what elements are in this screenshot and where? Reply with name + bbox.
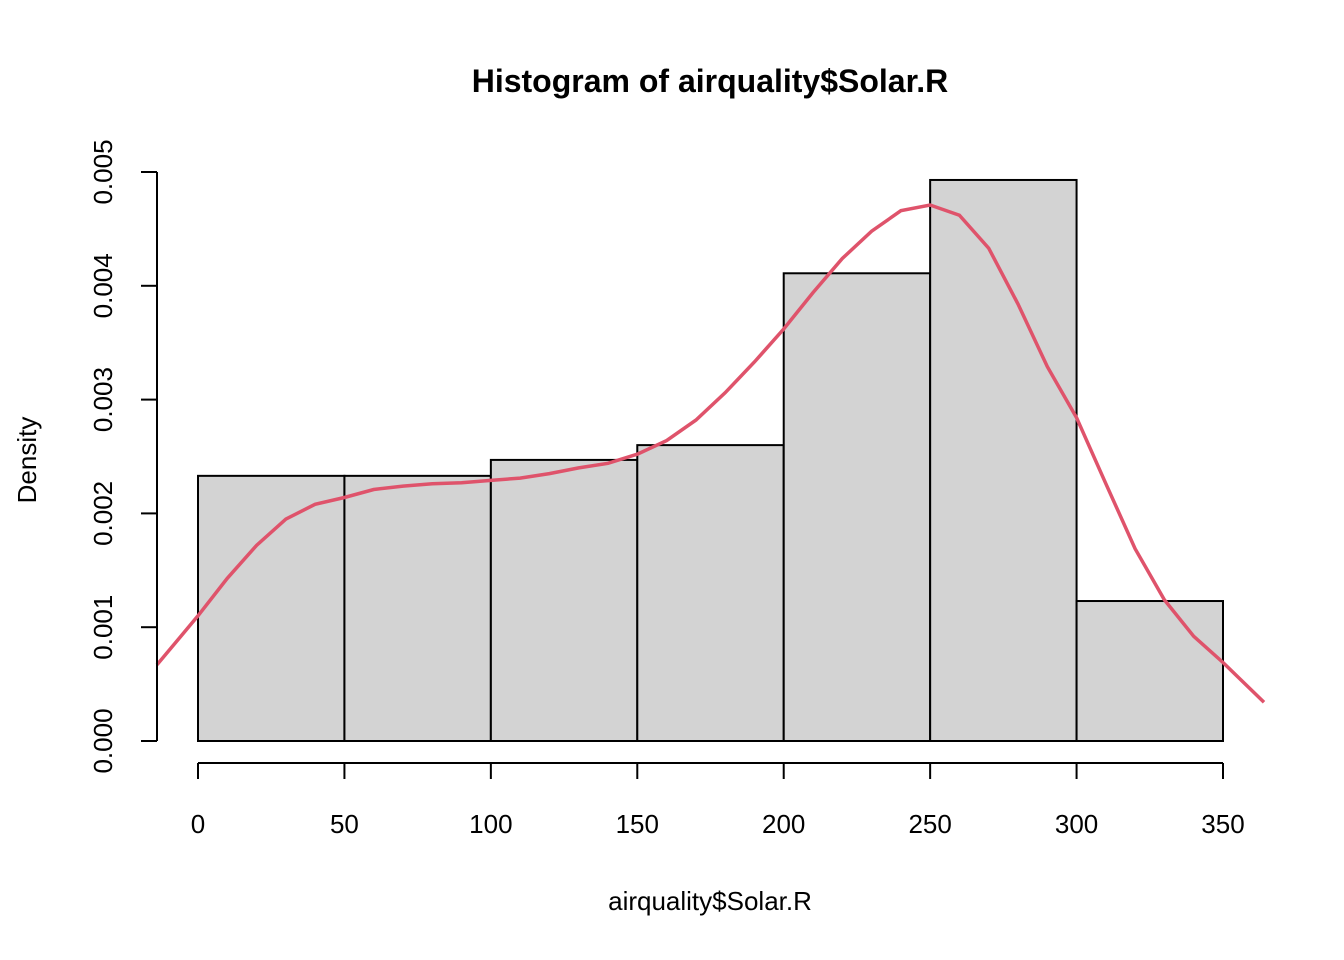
histogram-bar-0: [197, 474, 346, 742]
y-axis-label: Density: [12, 417, 42, 504]
x-tick-label-1: 50: [330, 809, 359, 839]
y-tick-label-4: 0.004: [88, 253, 118, 318]
y-tick-label-3: 0.003: [88, 367, 118, 432]
y-tick-label-0: 0.000: [88, 708, 118, 773]
x-tick-label-7: 350: [1201, 809, 1244, 839]
density-curve-group: [155, 203, 1266, 704]
x-axis: 0 50 100 150 200 250 300 350: [191, 762, 1245, 839]
x-axis-label: airquality$Solar.R: [608, 886, 812, 916]
y-axis: 0.000 0.001 0.002 0.003 0.004 0.005: [88, 139, 158, 774]
histogram-bar-6: [1075, 600, 1224, 742]
bars-group: [197, 178, 1224, 742]
histogram-bar-2: [489, 458, 639, 742]
x-tick-label-6: 300: [1055, 809, 1098, 839]
density-curve: [155, 203, 1266, 704]
y-tick-label-5: 0.005: [88, 139, 118, 204]
histogram-bar-5: [929, 178, 1078, 742]
x-tick-label-3: 150: [616, 809, 659, 839]
histogram-bar-4: [782, 272, 932, 742]
chart-title: Histogram of airquality$Solar.R: [472, 63, 949, 99]
x-tick-label-0: 0: [191, 809, 205, 839]
y-tick-label-1: 0.001: [88, 595, 118, 660]
x-tick-label-2: 100: [469, 809, 512, 839]
y-tick-label-2: 0.002: [88, 481, 118, 546]
histogram-bar-3: [636, 444, 785, 742]
histogram-bar-1: [343, 474, 492, 742]
x-tick-label-4: 200: [762, 809, 805, 839]
x-tick-label-5: 250: [908, 809, 951, 839]
